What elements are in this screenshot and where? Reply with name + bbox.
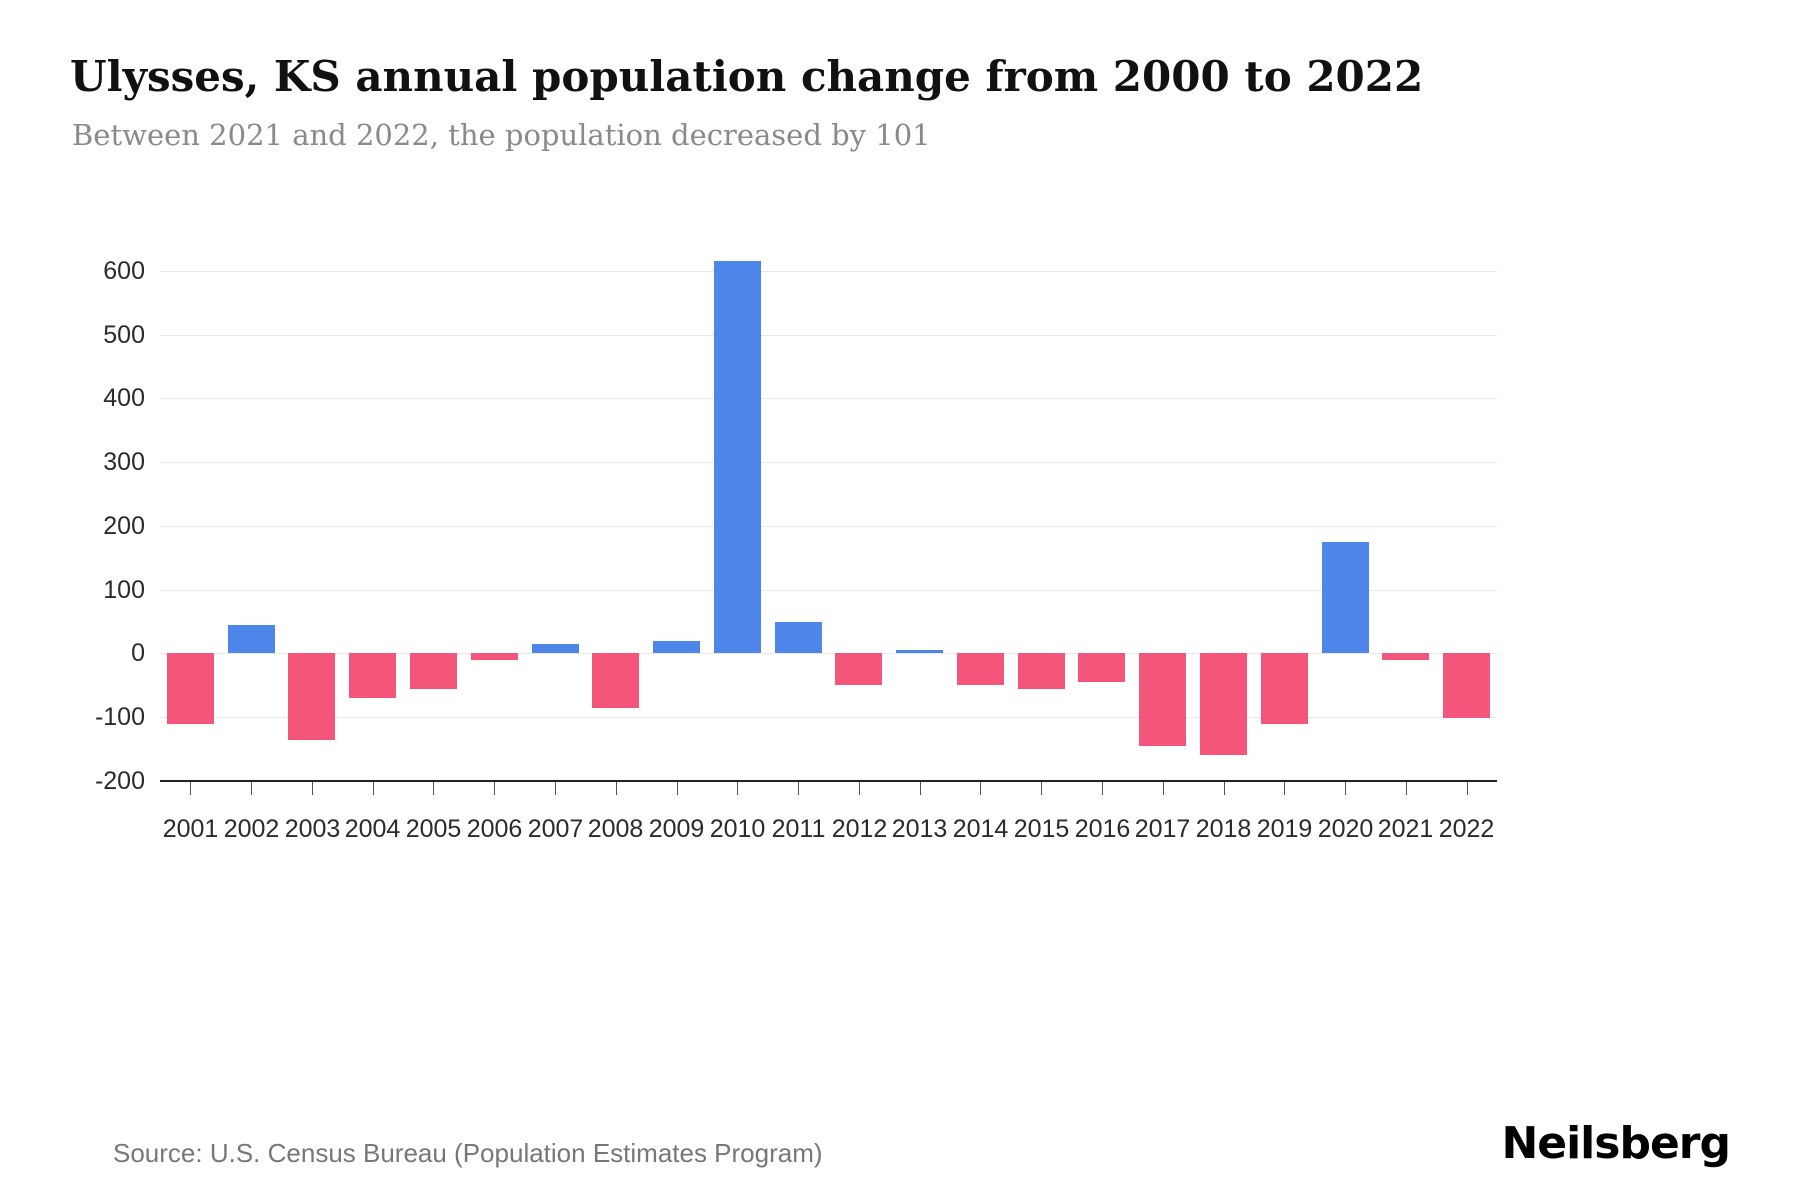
bar-2020 [1322,541,1369,654]
x-axis-label: 2008 [587,815,644,843]
y-axis-tick-label: 300 [103,448,145,477]
gridline [160,270,1497,272]
x-axis-tick [1041,782,1042,795]
x-axis-label: 2020 [1317,815,1374,843]
gridline [160,717,1497,719]
x-axis-tick [494,782,495,795]
bar-2017 [1139,653,1186,746]
bar-2014 [957,653,1004,686]
gridline [160,462,1497,464]
bar-2013 [896,650,943,654]
x-axis-label: 2006 [466,815,523,843]
source-text: Source: U.S. Census Bureau (Population E… [113,1138,823,1168]
bar-2007 [532,643,579,654]
x-axis-label: 2013 [891,815,948,843]
bar-2004 [349,653,396,699]
x-axis-tick [312,782,313,795]
x-axis-tick [1345,782,1346,795]
x-axis-tick [1467,782,1468,795]
gridline [160,398,1497,400]
bar-2009 [653,640,700,654]
bar-2016 [1078,653,1125,683]
x-axis-label: 2003 [284,815,341,843]
chart-title: Ulysses, KS annual population change fro… [70,52,1424,101]
x-axis-line [160,780,1497,782]
x-axis-tick [555,782,556,795]
chart-subtitle: Between 2021 and 2022, the population de… [72,118,931,152]
x-axis-label: 2022 [1438,815,1495,843]
x-axis-label: 2005 [405,815,462,843]
x-axis-tick [798,782,799,795]
y-axis-tick-label: 600 [103,256,145,285]
x-axis-tick [1406,782,1407,795]
bar-2015 [1018,653,1065,689]
x-axis-tick [980,782,981,795]
x-axis-tick [616,782,617,795]
bar-2019 [1261,653,1308,724]
gridline [160,525,1497,527]
plot-area: -200 -100 0 100 200 300 400 500 600 2001 2002 2003 2… [95,255,1497,843]
x-axis-tick [190,782,191,795]
bar-2010 [714,261,761,654]
x-axis-label: 2011 [771,815,826,843]
bar-2002 [228,624,275,654]
x-axis-tick [677,782,678,795]
x-axis-tick [859,782,860,795]
x-axis-tick [920,782,921,795]
y-axis-tick-label: -200 [94,767,145,795]
x-axis-label: 2016 [1074,815,1131,843]
y-axis-tick-label: 100 [103,575,145,604]
bar-2006 [471,653,518,660]
x-axis-label: 2010 [709,815,766,843]
bar-2021 [1382,653,1429,660]
x-axis-label: 2018 [1195,815,1252,843]
x-axis-label: 2015 [1013,815,1070,843]
brand-logo: Neilsberg [1501,1118,1731,1169]
x-axis-label: 2002 [223,815,280,843]
y-axis-tick-label: 400 [103,384,145,413]
bar-2022 [1443,653,1490,718]
x-axis-label: 2012 [831,815,888,843]
bar-2018 [1200,653,1247,756]
x-axis-label: 2021 [1377,815,1434,843]
bar-2005 [410,653,457,689]
x-axis-label: 2019 [1256,815,1313,843]
y-axis-tick-label: -100 [94,703,145,732]
gridline [160,334,1497,336]
x-axis-tick [1102,782,1103,795]
x-axis-tick [433,782,434,795]
x-axis-tick [373,782,374,795]
x-axis-label: 2007 [527,815,584,843]
x-axis-label: 2014 [952,815,1009,843]
x-axis-label: 2001 [162,815,219,843]
x-axis-label: 2004 [344,815,401,843]
x-axis-label: 2009 [648,815,705,843]
gridline [160,653,1497,655]
x-axis-tick [1224,782,1225,795]
bar-2011 [775,621,822,654]
x-axis-tick [251,782,252,795]
bar-2003 [288,653,335,740]
bar-2008 [592,653,639,708]
x-axis-tick [1284,782,1285,795]
bar-2001 [167,653,214,724]
y-axis-tick-label: 0 [131,639,145,668]
gridline [160,589,1497,591]
bar-2012 [835,653,882,686]
y-axis-tick-label: 500 [103,320,145,349]
x-axis-tick [1163,782,1164,795]
x-axis-tick [737,782,738,795]
x-axis-label: 2017 [1134,815,1191,843]
y-axis-tick-label: 200 [103,511,145,540]
